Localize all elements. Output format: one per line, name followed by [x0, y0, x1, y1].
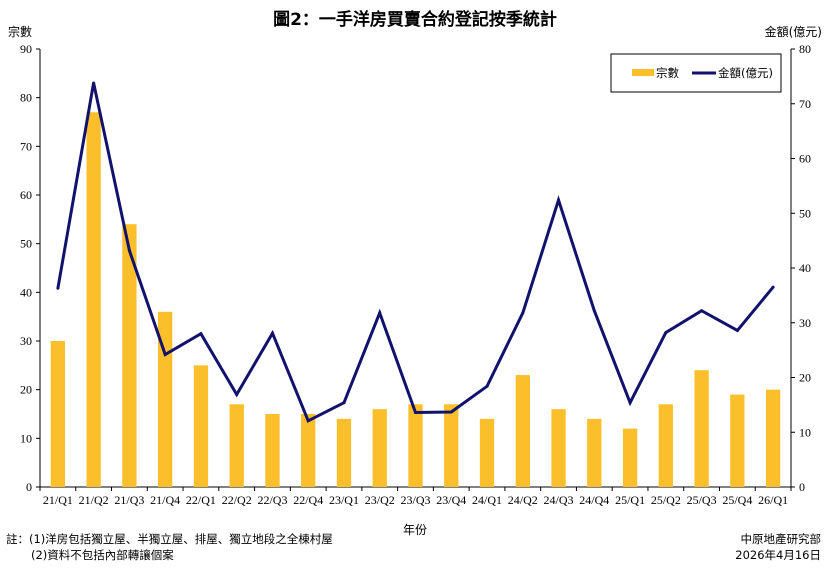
- bar: [229, 404, 244, 487]
- x-tick-label: 25/Q2: [651, 493, 681, 507]
- y-left-tick-label: 80: [20, 91, 32, 105]
- y-left-tick-label: 20: [20, 383, 32, 397]
- chart-title: 圖2：一手洋房買賣合約登記按季統計: [273, 9, 557, 30]
- y-right-tick-label: 0: [799, 480, 805, 494]
- x-tick-label: 24/Q2: [508, 493, 538, 507]
- line-point: [235, 392, 239, 396]
- x-tick-label: 24/Q1: [472, 493, 502, 507]
- bar: [587, 418, 602, 487]
- bar: [765, 389, 781, 487]
- x-tick-label: 21/Q4: [150, 493, 180, 507]
- bar: [444, 404, 459, 487]
- source-date: 2026年4月16日: [735, 548, 821, 562]
- line-point: [449, 410, 453, 414]
- line-point: [521, 311, 525, 315]
- bar: [301, 414, 316, 487]
- line-point: [270, 331, 274, 335]
- line-point: [771, 285, 775, 289]
- x-tick-label: 22/Q4: [293, 493, 323, 507]
- x-tick-label: 24/Q4: [579, 493, 609, 507]
- bar: [265, 414, 280, 487]
- line-point: [592, 309, 596, 313]
- line-point: [664, 331, 668, 335]
- bar: [408, 404, 423, 487]
- y-left-tick-label: 40: [20, 285, 32, 299]
- legend-label-bars: 宗數: [656, 66, 679, 80]
- note-line-1: 註：(1)洋房包括獨立屋、半獨立屋、排屋、獨立地段之全棟村屋: [6, 532, 333, 546]
- y-left-tick-label: 50: [20, 237, 32, 251]
- bar: [551, 409, 566, 487]
- y-left-axis-label: 宗數: [8, 24, 32, 39]
- x-tick-label: 25/Q3: [687, 493, 717, 507]
- y-left-tick-label: 90: [20, 42, 32, 56]
- bar: [86, 112, 101, 488]
- x-tick-label: 23/Q4: [436, 493, 466, 507]
- line-point: [127, 248, 131, 252]
- line-point: [163, 353, 167, 357]
- x-tick-label: 22/Q3: [257, 493, 287, 507]
- bar: [479, 418, 495, 487]
- y-right-tick-label: 40: [799, 261, 811, 275]
- plot-area: 0 10 20 30 40 50 60 70 80 90 0 10 20 30 40 50 60 70 80 21/Q…: [20, 42, 811, 507]
- line-point: [378, 311, 382, 315]
- bar: [193, 365, 209, 487]
- y-right-axis-label: 金額(億元): [765, 24, 822, 39]
- x-axis-label: 年份: [403, 523, 427, 537]
- bar: [515, 375, 530, 487]
- bar: [622, 428, 638, 487]
- x-tick-label: 23/Q1: [329, 493, 359, 507]
- legend: 宗數 金額(億元): [610, 53, 782, 93]
- bar: [372, 409, 387, 487]
- x-tick-label: 21/Q1: [43, 493, 73, 507]
- source-org: 中原地產研究部: [740, 532, 822, 546]
- x-tick-label: 21/Q2: [79, 493, 109, 507]
- y-right-tick-label: 30: [799, 316, 811, 330]
- y-left-tick-label: 0: [26, 480, 32, 494]
- y-right-tick-label: 70: [799, 97, 811, 111]
- x-tick-label: 23/Q2: [365, 493, 395, 507]
- y-right-tick-label: 20: [799, 371, 811, 385]
- line-point: [557, 198, 561, 202]
- bar: [730, 394, 745, 487]
- line-point: [700, 309, 704, 313]
- bar: [658, 404, 673, 487]
- line-point: [735, 328, 739, 332]
- line-point: [342, 401, 346, 405]
- x-tick-label: 23/Q3: [401, 493, 431, 507]
- x-tick-label: 25/Q1: [615, 493, 645, 507]
- bar: [694, 370, 709, 487]
- x-tick-label: 24/Q3: [544, 493, 574, 507]
- x-tick-label: 26/Q1: [758, 493, 788, 507]
- x-tick-label: 22/Q2: [222, 493, 252, 507]
- bar: [122, 224, 137, 487]
- line-point: [414, 411, 417, 415]
- y-right-tick-label: 80: [799, 42, 811, 56]
- note-line-2: (2)資料不包括內部轉讓個案: [31, 548, 174, 562]
- line-point: [306, 419, 310, 423]
- bar: [158, 311, 173, 487]
- y-left-tick-label: 30: [20, 334, 32, 348]
- line-point: [485, 384, 489, 388]
- y-right-tick-label: 50: [799, 206, 811, 220]
- line-point: [92, 81, 96, 85]
- y-right-tick-label: 60: [799, 152, 811, 166]
- y-left-tick-label: 10: [20, 431, 32, 445]
- bar: [336, 418, 352, 487]
- line-point: [628, 401, 632, 405]
- y-left-tick-label: 60: [20, 188, 32, 202]
- line-point: [56, 286, 60, 290]
- x-tick-label: 25/Q4: [722, 493, 752, 507]
- x-tick-label: 21/Q3: [114, 493, 144, 507]
- legend-swatch-bars: [632, 69, 654, 76]
- bar: [50, 341, 66, 487]
- legend-label-line: 金額(億元): [718, 66, 773, 80]
- y-right-tick-label: 10: [799, 425, 811, 439]
- line-point: [199, 332, 203, 336]
- y-left-tick-label: 70: [20, 139, 32, 153]
- x-tick-label: 22/Q1: [186, 493, 216, 507]
